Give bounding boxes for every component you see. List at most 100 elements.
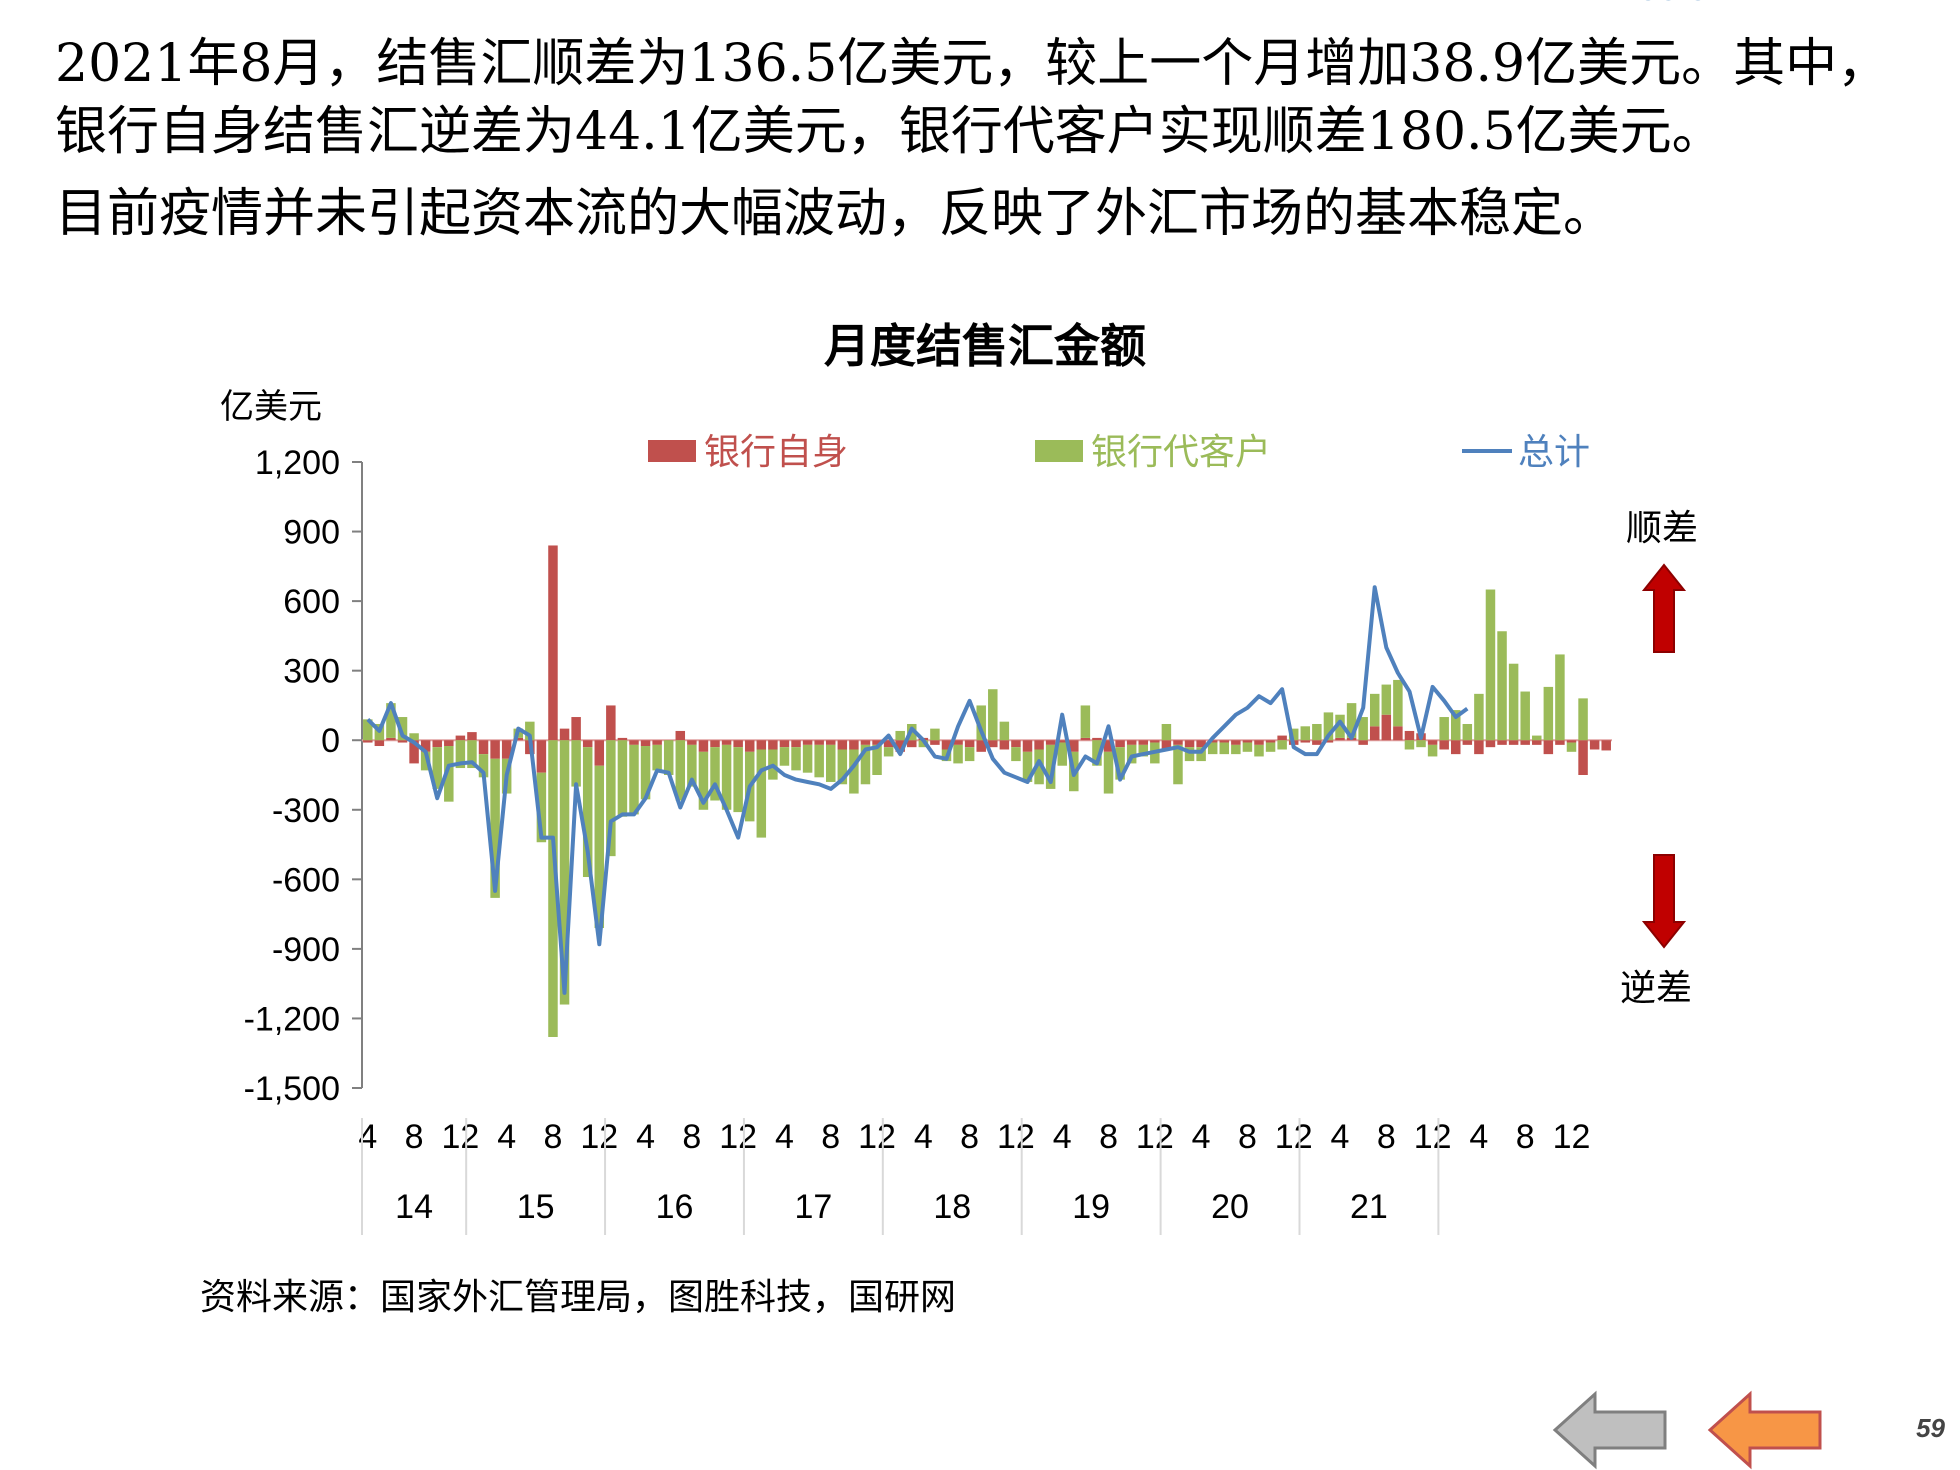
bar-bank-client [1231,744,1241,755]
bar-bank-client [1045,744,1056,789]
bar-bank-client [1497,631,1507,741]
bar-bank-client [1196,747,1206,762]
bar-bank-client [1126,744,1137,764]
bar-bank-client [1485,589,1496,741]
bar-bank-client [1115,747,1125,780]
year-label: 17 [794,1188,832,1226]
chart: 月度结售汇金额 亿美元 银行自身 银行代客户 总计 1,200 900 600 300 0 -… [220,0,1708,1235]
y-tick-label: -1,200 [244,1000,340,1038]
y-tick-label: 1,200 [255,444,340,482]
bar-bank-self [1011,740,1021,748]
bar-bank-self [1219,740,1230,743]
bar-bank-client [1173,744,1183,785]
bar-bank-client [802,744,813,773]
bar-bank-self [837,740,848,750]
x-tick-label: 4 [775,1118,794,1156]
surplus-label: 顺差 [1626,508,1698,549]
bar-bank-self [640,740,651,747]
year-label: 21 [1350,1188,1388,1226]
bar-bank-client [1416,740,1426,748]
y-tick-label: -900 [272,931,340,969]
bar-bank-client [386,703,396,738]
year-label: 19 [1072,1188,1110,1226]
bar-bank-client [1080,705,1091,738]
source-note: 资料来源：国家外汇管理局，图胜科技，国研网 [200,1277,957,1318]
bar-bank-self [710,740,720,748]
bar-bank-client [640,746,651,800]
bar-bank-client [606,740,616,857]
bar-bank-client [1138,744,1148,757]
bar-bank-self [930,740,940,745]
year-label: 15 [517,1188,555,1226]
bar-bank-client [814,744,824,778]
x-tick-label: 12 [858,1118,896,1156]
y-tick-label: -1,500 [244,1070,340,1108]
bar-bank-client [1439,717,1449,741]
year-label: 20 [1211,1188,1249,1226]
x-tick-label: 4 [636,1118,655,1156]
page-number: 59 [1916,1413,1945,1443]
bar-bank-self [1358,740,1368,745]
bar-bank-self [501,740,512,759]
bar-bank-client [895,730,905,741]
bar-bank-self [1508,740,1519,745]
legend-swatch [1035,440,1083,462]
bar-bank-self [652,740,662,745]
bar-bank-client [687,744,697,787]
bar-bank-self [559,728,570,741]
bar-bank-self [1207,740,1218,743]
bar-bank-client [559,740,570,1005]
bar-bank-self [1589,740,1600,750]
bar-bank-self [571,717,581,741]
bar-bank-client [1462,723,1473,741]
bar-bank-self [444,740,454,747]
bar-bank-client [1566,742,1577,752]
series-bank-client [363,589,1588,1037]
bar-bank-self [779,740,790,748]
x-tick-label: 8 [1099,1118,1118,1156]
bar-bank-self [744,740,755,752]
bar-bank-self [675,730,686,741]
bar-bank-self [1103,740,1114,752]
y-tick-label: -300 [272,792,340,830]
bar-bank-client [1346,703,1357,738]
bar-bank-client [837,749,848,785]
legend-label: 总计 [1518,432,1590,473]
prev-page-button[interactable] [1550,1390,1670,1470]
bar-bank-self [606,705,616,741]
bar-bank-client [582,747,593,878]
bar-bank-client [409,733,419,741]
x-tick-label: 8 [960,1118,979,1156]
bar-bank-self [548,545,558,741]
bar-bank-self [1323,740,1334,743]
x-tick-label: 8 [544,1118,563,1156]
bar-bank-self [594,740,605,766]
bar-bank-client [964,747,975,762]
bar-bank-self [409,740,419,764]
bar-bank-self [1254,740,1264,745]
bar-bank-client [1103,751,1114,794]
bar-bank-client [1057,742,1067,766]
legend-label: 银行自身 [704,432,848,473]
y-tick-label: 600 [283,583,340,621]
next-page-button[interactable] [1705,1390,1825,1470]
bar-bank-self [1184,740,1195,748]
x-tick-label: 8 [821,1118,840,1156]
bar-bank-client [826,744,836,782]
bar-bank-client [1207,742,1218,755]
bar-bank-self [1126,740,1137,745]
bar-bank-self [1300,740,1311,743]
bar-bank-client [1474,693,1484,741]
bar-bank-client [1092,740,1102,766]
bar-bank-client [363,719,373,741]
bar-bank-self [1566,740,1577,743]
bar-bank-self [687,740,697,745]
bar-bank-self [1173,740,1183,745]
intro-line-3: 目前疫情并未引起资本流的大幅波动，反映了外汇市场的基本稳定。 [55,184,1616,244]
bar-bank-self [1231,740,1241,745]
bar-bank-client [710,747,720,801]
legend-label: 银行代客户 [1091,432,1271,473]
bar-bank-self [849,740,859,750]
bar-bank-self [1069,740,1079,752]
bar-bank-self [1034,740,1044,750]
